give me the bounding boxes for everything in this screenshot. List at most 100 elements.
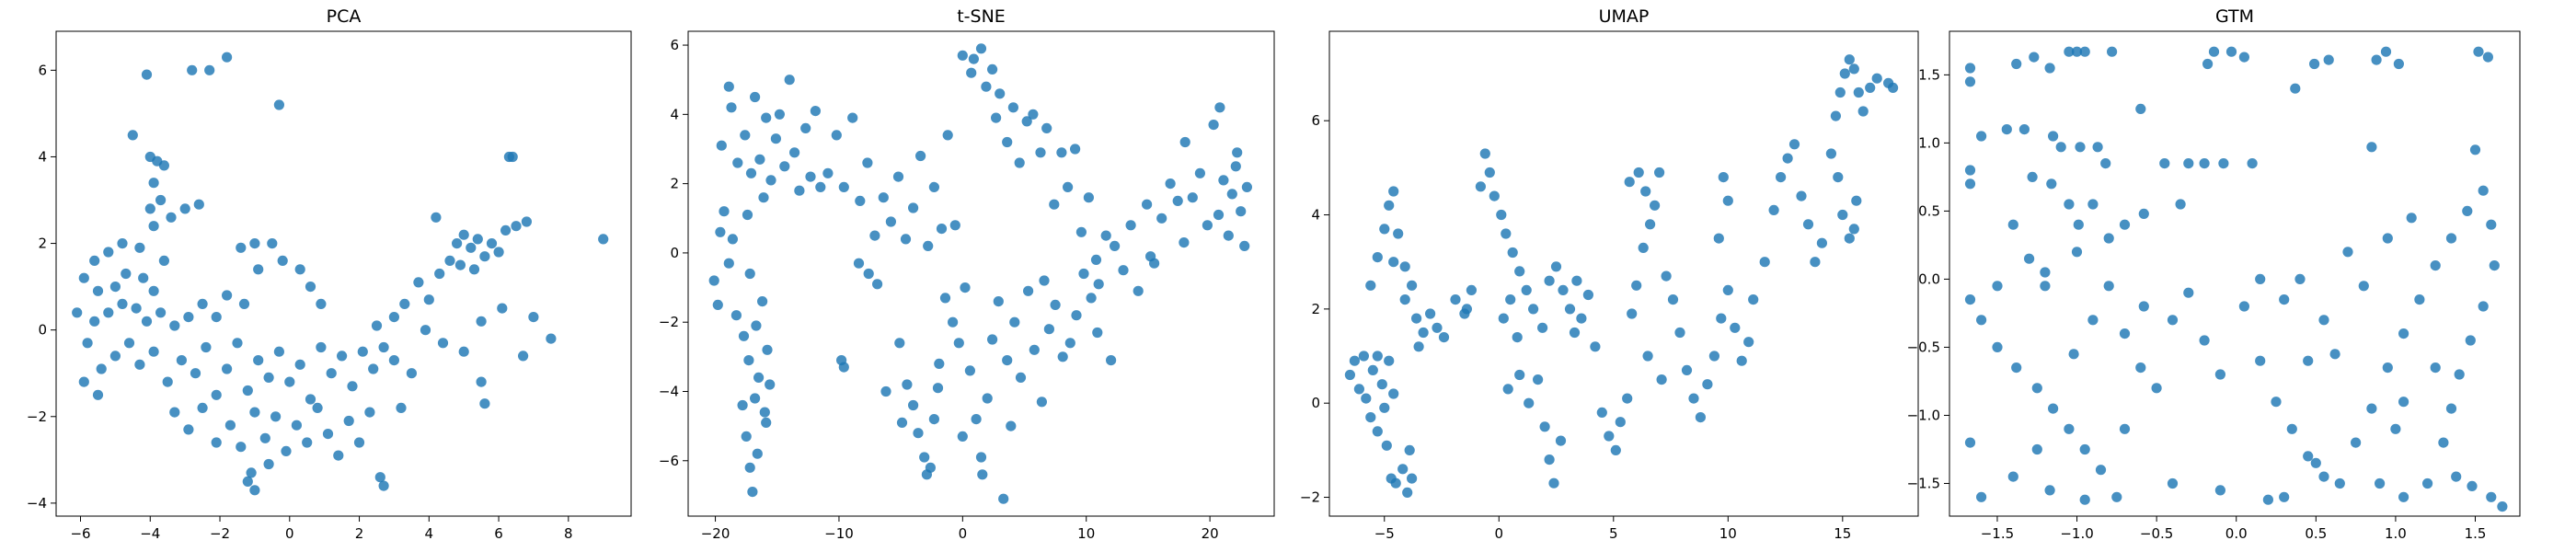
data-point (1390, 477, 1401, 489)
data-point (2247, 158, 2258, 169)
data-point (708, 275, 719, 286)
data-point (1372, 426, 1383, 437)
data-point (78, 376, 89, 387)
data-point (347, 381, 358, 392)
data-point (253, 355, 264, 366)
data-point (770, 133, 782, 144)
data-point (2303, 451, 2314, 462)
data-point (148, 221, 159, 232)
data-point (751, 320, 762, 331)
data-point (1118, 265, 1129, 276)
data-point (754, 154, 765, 165)
data-point (723, 258, 734, 269)
data-point (2438, 437, 2449, 448)
data-point (915, 150, 926, 162)
data-point (2048, 403, 2059, 414)
data-point (1964, 63, 1976, 74)
data-point (374, 472, 385, 483)
data-point (1544, 275, 1555, 286)
data-point (109, 282, 121, 293)
data-point (1172, 195, 1183, 206)
y-tick-label: 2 (38, 236, 47, 252)
data-point (715, 226, 726, 237)
data-point (2445, 233, 2457, 244)
data-point (779, 161, 790, 172)
data-point (719, 206, 730, 217)
data-point (716, 140, 727, 151)
data-point (894, 338, 905, 349)
data-point (434, 268, 445, 280)
data-point (968, 53, 979, 64)
data-point (2286, 423, 2297, 434)
data-point (743, 355, 754, 366)
data-point (998, 493, 1009, 504)
data-point (1407, 473, 1418, 484)
data-point (1716, 313, 1727, 324)
data-point (1610, 444, 1621, 455)
x-tick-label: 1.5 (2465, 525, 2487, 542)
data-point (1092, 327, 1103, 339)
data-point (2071, 247, 2083, 258)
data-point (263, 458, 274, 470)
data-point (246, 467, 257, 478)
data-point (2382, 362, 2393, 374)
data-point (1043, 324, 1054, 335)
data-point (745, 167, 757, 178)
data-point (371, 320, 383, 331)
data-point (2482, 52, 2493, 63)
data-point (1007, 102, 1018, 113)
data-point (2064, 423, 2075, 434)
data-point (1432, 322, 1443, 333)
data-point (892, 171, 904, 182)
plot-frame (1328, 30, 1919, 517)
data-point (378, 341, 389, 353)
data-point (726, 102, 737, 113)
data-point (723, 81, 734, 92)
data-point (1223, 230, 1234, 241)
data-point (302, 437, 313, 448)
data-point (1023, 285, 1034, 296)
data-point (2167, 477, 2179, 489)
data-point (166, 212, 177, 223)
data-point (2469, 144, 2481, 155)
data-point (337, 351, 348, 362)
data-point (1674, 327, 1685, 339)
data-point (2271, 397, 2282, 408)
data-point (1548, 477, 1559, 489)
data-point (1399, 294, 1410, 305)
scatter-points (1344, 54, 1899, 499)
data-point (1381, 440, 1392, 451)
x-tick-label: 8 (564, 525, 573, 542)
data-point (2027, 171, 2038, 182)
data-point (1438, 332, 1450, 343)
data-point (493, 247, 504, 258)
x-tick-label: 0 (959, 525, 968, 542)
data-point (1349, 355, 1360, 366)
data-point (902, 379, 913, 390)
data-point (1964, 437, 1976, 448)
data-point (273, 346, 284, 357)
data-point (862, 157, 873, 168)
data-point (1071, 310, 1082, 321)
data-point (949, 220, 960, 231)
data-point (872, 279, 883, 290)
data-point (2029, 52, 2040, 63)
data-point (1064, 338, 1075, 349)
data-point (1093, 279, 1104, 290)
data-point (928, 181, 940, 192)
data-point (2199, 335, 2210, 346)
data-point (1730, 322, 1741, 333)
data-point (2119, 219, 2131, 230)
data-point (2159, 158, 2170, 169)
data-point (1555, 435, 1567, 446)
data-point (1590, 341, 1601, 352)
data-point (2478, 185, 2489, 196)
data-point (486, 238, 498, 249)
data-point (1788, 139, 1800, 150)
data-point (2095, 465, 2107, 476)
data-point (72, 307, 83, 318)
data-point (211, 437, 222, 448)
data-point (750, 91, 761, 103)
data-point (458, 229, 469, 240)
data-point (758, 192, 769, 203)
